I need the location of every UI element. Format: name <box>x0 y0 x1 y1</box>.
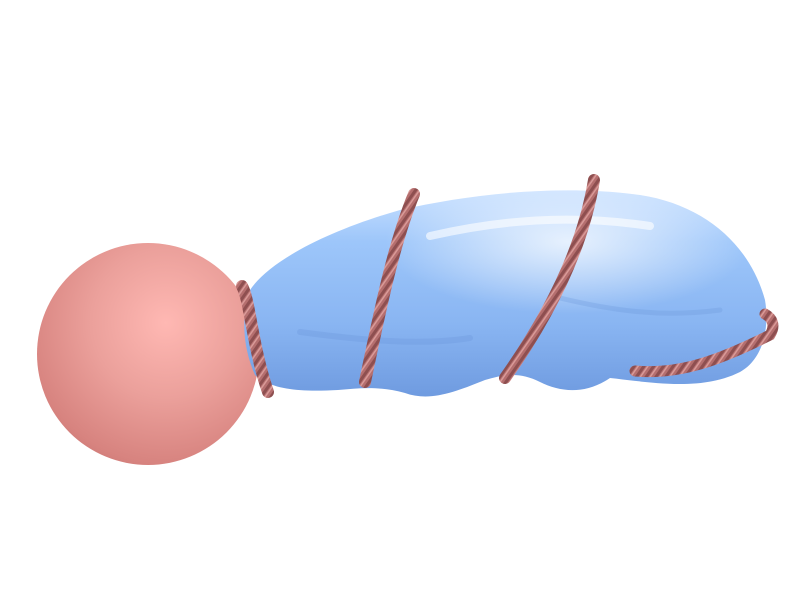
pink-sphere <box>37 243 259 465</box>
twisted-rope <box>236 174 779 398</box>
